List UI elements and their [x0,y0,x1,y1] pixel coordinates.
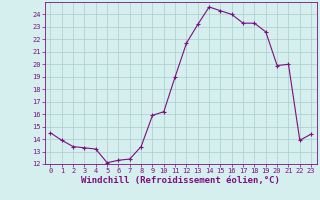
X-axis label: Windchill (Refroidissement éolien,°C): Windchill (Refroidissement éolien,°C) [81,176,280,185]
